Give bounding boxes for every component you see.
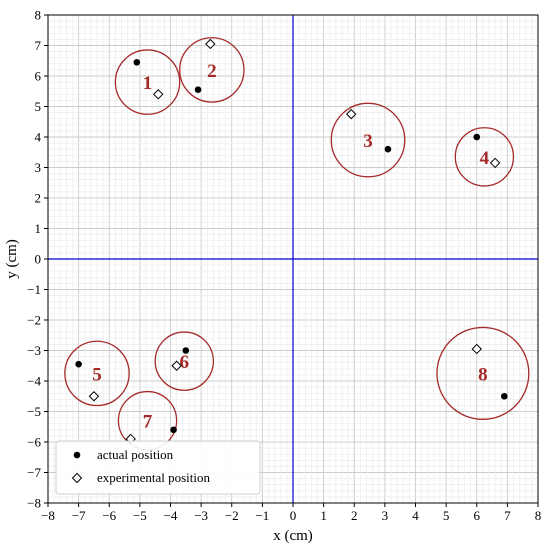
group-circles: 1 2 3 4 5 6 7 8 — [64, 37, 530, 451]
y-tick-label: −2 — [27, 313, 41, 328]
group-circle-8 — [436, 326, 530, 420]
x-tick-label: −2 — [225, 508, 239, 523]
group-label-3: 3 — [363, 131, 373, 152]
experimental-position-point — [153, 89, 164, 100]
group-label-5: 5 — [92, 364, 102, 385]
actual-position-point — [194, 86, 202, 94]
actual-position-point — [501, 392, 508, 400]
x-tick-label: −3 — [194, 508, 208, 523]
actual-position-point — [170, 426, 177, 434]
y-tick-label: 2 — [35, 191, 42, 206]
legend-label-actual: actual position — [97, 447, 174, 462]
x-tick-label: 7 — [504, 508, 511, 523]
legend-marker-experimental — [71, 472, 83, 484]
actual-position-point — [384, 145, 392, 153]
actual-position-point — [182, 347, 190, 354]
y-tick-label: −1 — [27, 282, 41, 297]
tick-labels: −8−8 −7 −7 −6 −6 −5 −5 −4 −4 −3 −3 −2 −2 −1 −1 0 0 1 1 2 2 3 3… — [27, 8, 541, 524]
y-axis-label: y (cm) — [4, 239, 20, 279]
y-tick-label: 4 — [35, 130, 42, 145]
experimental-position-point — [489, 157, 501, 169]
x-tick-label: 5 — [443, 508, 450, 523]
x-tick-label: −8 — [41, 508, 55, 523]
actual-position-point — [473, 133, 481, 141]
x-tick-label: 6 — [474, 508, 481, 523]
y-tick-label: 5 — [35, 99, 42, 114]
experimental-position-point — [88, 391, 100, 402]
y-tick-label: −6 — [27, 435, 41, 450]
origin-axis-lines — [48, 15, 538, 503]
group-label-8: 8 — [478, 364, 488, 385]
x-tick-label: −1 — [255, 508, 269, 523]
y-tick-label: 0 — [35, 252, 42, 267]
x-tick-label: −7 — [72, 508, 86, 523]
group-label-1: 1 — [143, 73, 153, 94]
group-label-7: 7 — [143, 412, 153, 433]
group-circle-3 — [330, 102, 406, 178]
y-tick-label: −5 — [27, 404, 41, 419]
experimental-position-point — [345, 108, 357, 120]
x-tick-label: 1 — [320, 508, 327, 523]
y-tick-label: −3 — [27, 343, 41, 358]
y-tick-label: −4 — [27, 374, 41, 389]
actual-position-point — [133, 58, 141, 66]
x-tick-label: 2 — [351, 508, 358, 523]
y-tick-label: 3 — [35, 160, 42, 175]
group-circle-5 — [64, 340, 130, 407]
group-label-4: 4 — [480, 148, 490, 169]
group-circle-2 — [179, 37, 245, 103]
group-label-6: 6 — [180, 352, 190, 373]
experimental-position-point — [471, 343, 482, 355]
experimental-position-point — [171, 360, 182, 371]
group-label-2: 2 — [207, 61, 217, 82]
legend: actual position experimental position — [55, 440, 261, 495]
x-tick-label: 3 — [382, 508, 389, 523]
experimental-position-point — [205, 38, 216, 50]
x-tick-label: −5 — [133, 508, 147, 523]
y-tick-label: −8 — [27, 496, 41, 511]
actual-position-point — [75, 360, 82, 368]
legend-box — [55, 440, 261, 495]
y-tick-label: 1 — [35, 221, 42, 236]
x-tick-label: 4 — [412, 508, 419, 523]
x-axis-label: x (cm) — [273, 528, 313, 544]
group-circle-1 — [114, 49, 181, 115]
y-tick-label: −7 — [27, 465, 41, 480]
legend-label-experimental: experimental position — [97, 470, 211, 485]
y-tick-label: 7 — [35, 38, 42, 53]
group-circle-6 — [154, 331, 215, 391]
x-tick-label: −6 — [102, 508, 116, 523]
x-tick-label: −4 — [164, 508, 178, 523]
x-tick-label: 0 — [290, 508, 297, 523]
group-circle-4 — [454, 127, 515, 187]
y-tick-label: 6 — [35, 69, 42, 84]
y-tick-label: 8 — [35, 8, 42, 23]
legend-marker-actual — [73, 451, 81, 459]
x-tick-label: 8 — [535, 508, 542, 523]
